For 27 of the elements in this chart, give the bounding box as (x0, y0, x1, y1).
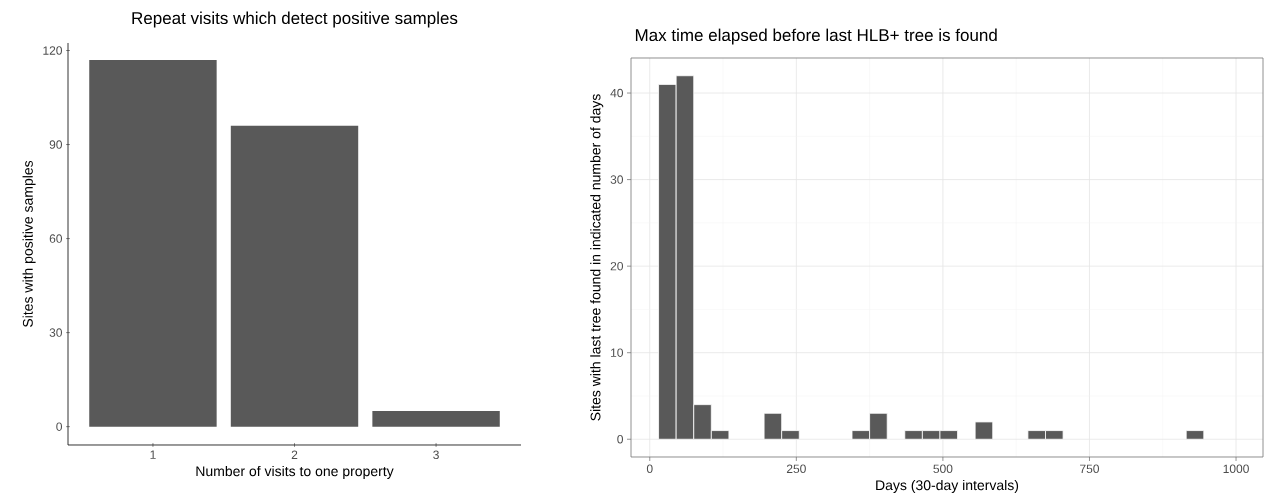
bar (372, 410, 500, 427)
bar (230, 125, 359, 427)
chart-title: Max time elapsed before last HLB+ tree is found (635, 28, 997, 45)
x-tick-label: 3 (433, 450, 439, 459)
x-tick-label: 750 (1080, 464, 1100, 473)
x-axis-title: Days (30-day intervals) (876, 479, 1019, 493)
y-tick-label: 90 (49, 140, 63, 149)
y-tick-label: 10 (611, 348, 624, 357)
x-tick-label: 2 (291, 450, 298, 459)
y-tick-label: 20 (610, 261, 624, 271)
x-tick-label: 0 (646, 464, 653, 473)
x-tick-label: 500 (933, 464, 953, 473)
y-tick-label: 30 (49, 328, 63, 337)
x-tick-label: 1000 (1223, 464, 1249, 473)
y-tick-label: 0 (56, 422, 63, 431)
bar (89, 59, 217, 427)
x-axis-title: Number of visits to one property (196, 465, 394, 479)
y-tick-label: 40 (610, 88, 624, 98)
y-tick-label: 120 (43, 46, 63, 55)
x-tick-label: 250 (786, 464, 806, 473)
chart-title: Repeat visits which detect positive samples (132, 11, 458, 28)
y-axis-title: Sites with positive samples (22, 160, 36, 327)
x-tick-label: 1 (150, 450, 156, 459)
y-tick-label: 0 (617, 434, 624, 444)
y-tick-label: 60 (49, 234, 63, 243)
y-axis-title: Sites with last tree found in indicated number of days (590, 94, 604, 421)
y-tick-label: 30 (610, 175, 624, 184)
